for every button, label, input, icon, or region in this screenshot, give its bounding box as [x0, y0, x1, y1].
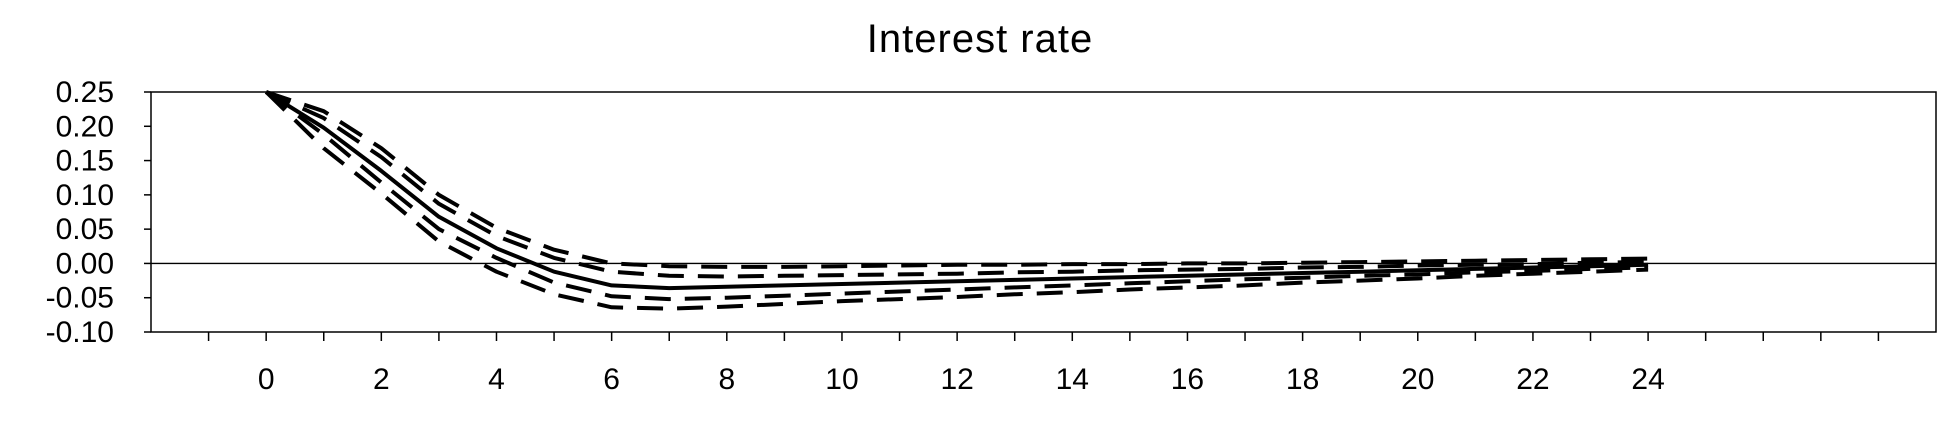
series-layer — [264, 90, 1649, 311]
x-tick-label: 22 — [1516, 363, 1549, 396]
y-tick-label: 0.20 — [56, 110, 114, 143]
y-tick-label: -0.05 — [46, 282, 114, 315]
x-tick-label: 18 — [1286, 363, 1319, 396]
y-tick-label: 0.15 — [56, 145, 114, 178]
x-tick-label: 24 — [1631, 363, 1664, 396]
y-tick-label: -0.10 — [46, 316, 114, 349]
y-axis: 0.250.200.150.100.050.00-0.05-0.10 — [46, 76, 151, 349]
series-line-dashed-1 — [265, 90, 1649, 269]
series-line-solid — [265, 90, 1649, 291]
x-tick-label: 4 — [488, 363, 505, 396]
series-line-dashed-2 — [265, 90, 1649, 279]
x-tick-label: 6 — [603, 363, 620, 396]
x-tick-label: 14 — [1056, 363, 1089, 396]
x-tick-label: 8 — [718, 363, 735, 396]
x-tick-label: 2 — [373, 363, 390, 396]
x-tick-label: 20 — [1401, 363, 1434, 396]
y-tick-label: 0.10 — [56, 179, 114, 212]
series-line-dashed-4 — [264, 90, 1649, 311]
plot-frame — [150, 91, 1937, 333]
y-tick-label: 0.25 — [56, 76, 114, 109]
y-tick-label: 0.05 — [56, 213, 114, 246]
chart-title: Interest rate — [867, 17, 1093, 61]
series-line-dashed-3 — [265, 90, 1649, 302]
x-tick-label: 12 — [940, 363, 973, 396]
x-tick-label: 0 — [258, 363, 275, 396]
x-axis: 0 2 4 6 8 10 12 14 16 18 20 22 24 — [207, 332, 1880, 396]
x-tick-label: 16 — [1171, 363, 1204, 396]
y-tick-label: 0.00 — [56, 247, 114, 280]
x-tick-label: 10 — [825, 363, 858, 396]
